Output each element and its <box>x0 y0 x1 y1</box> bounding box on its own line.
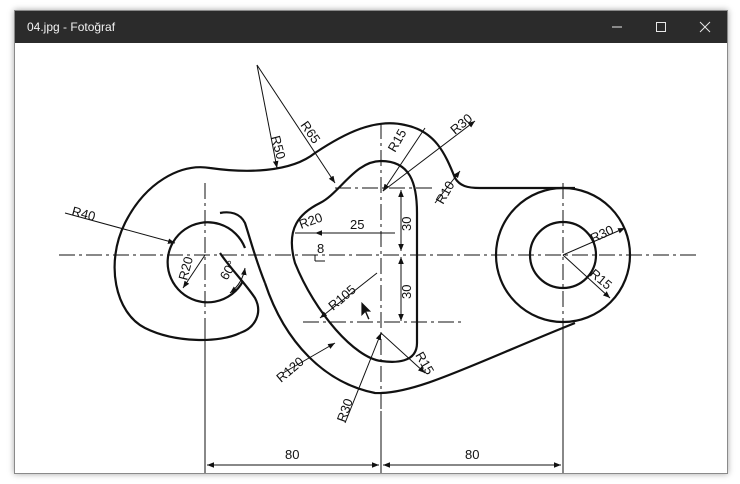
mouse-cursor-icon <box>360 300 373 321</box>
photos-app-window: 04.jpg - Fotoğraf <box>14 10 728 474</box>
maximize-button[interactable] <box>639 11 683 43</box>
label-angle-60: 60° <box>217 258 240 283</box>
close-icon <box>699 21 711 33</box>
inner-slot <box>290 159 419 363</box>
window-title: 04.jpg - Fotoğraf <box>27 20 116 34</box>
label-r120: R120 <box>273 354 306 385</box>
label-r20-slot: R20 <box>297 210 325 232</box>
right-boss-outer-circle <box>494 186 632 324</box>
label-r10: R10 <box>433 178 458 206</box>
label-r30-bottom: R30 <box>334 396 356 424</box>
title-bar[interactable]: 04.jpg - Fotoğraf <box>15 11 727 43</box>
window-controls <box>595 11 727 43</box>
dimension-lines <box>64 64 626 473</box>
label-25: 25 <box>350 217 364 232</box>
left-inner-arc <box>166 221 247 304</box>
dimension-labels: R50 R65 R15 R30 R10 R40 R20 60° R20 25 8… <box>70 110 616 462</box>
label-r40: R40 <box>70 203 97 224</box>
minimize-button[interactable] <box>595 11 639 43</box>
label-r20-left: R20 <box>175 255 196 282</box>
right-boss-inner-circle <box>528 220 598 290</box>
part-outline <box>113 122 632 395</box>
hook-inner-curve <box>219 211 267 284</box>
maximize-icon <box>656 22 666 32</box>
close-button[interactable] <box>683 11 727 43</box>
label-80-left: 80 <box>285 447 299 462</box>
image-viewer[interactable]: R50 R65 R15 R30 R10 R40 R20 60° R20 25 8… <box>15 43 727 473</box>
label-r15-bottom: R15 <box>412 349 437 377</box>
label-8: 8 <box>317 241 324 256</box>
label-r15-top: R15 <box>385 126 410 154</box>
label-r105: R105 <box>325 282 358 313</box>
label-r30-top: R30 <box>447 110 475 137</box>
label-30-lower: 30 <box>399 285 414 299</box>
label-r65: R65 <box>298 118 324 146</box>
minimize-icon <box>612 26 622 28</box>
label-30-upper: 30 <box>399 217 414 231</box>
center-lines <box>59 123 697 411</box>
outer-contour-upper <box>113 122 575 342</box>
hook-tip <box>219 252 260 335</box>
label-r30-right: R30 <box>588 222 616 246</box>
outer-contour-lower <box>263 282 576 395</box>
label-r50: R50 <box>268 134 289 161</box>
label-80-right: 80 <box>465 447 479 462</box>
technical-drawing: R50 R65 R15 R30 R10 R40 R20 60° R20 25 8… <box>59 64 697 473</box>
